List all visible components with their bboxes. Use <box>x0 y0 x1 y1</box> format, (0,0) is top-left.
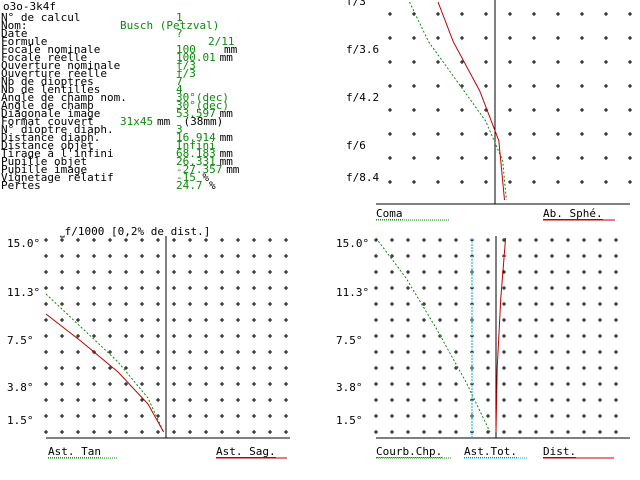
param-label: Pupille image <box>1 163 88 176</box>
param-value: 24.7 <box>176 179 203 192</box>
astr-tick-label: 15.0° <box>336 237 370 250</box>
astl-tick-label: 15.0° <box>7 237 41 250</box>
param-value: 1 <box>176 11 183 24</box>
param-label: Diagonale image <box>1 107 101 120</box>
param-unit: mm <box>219 131 233 144</box>
param-value: 26.331 <box>176 155 216 168</box>
param-label: N° de calcul <box>1 11 81 24</box>
param-unit: mm <box>219 147 233 160</box>
param-label: Focale nominale <box>1 43 101 56</box>
astr-series-2 <box>495 237 507 433</box>
param-label: Formule <box>1 35 48 48</box>
param-unit: mm <box>219 107 233 120</box>
sph-legend-coma: Coma <box>376 207 403 220</box>
param-label: Angle de champ nom. <box>1 91 127 104</box>
sph-tick-label: f/4.2 <box>346 91 380 104</box>
param-value: ? <box>176 27 183 40</box>
param-value: f/3 <box>176 59 196 72</box>
param-value: 100 <box>176 43 196 56</box>
astl-tick-label: 1.5° <box>7 414 34 427</box>
astl-series-0 <box>45 293 165 433</box>
param-label: Tirage à l'infini <box>1 147 114 160</box>
astl-legend-tan: Ast. Tan <box>48 445 101 458</box>
astl-tick-label: 3.8° <box>7 381 34 394</box>
param-unit: mm <box>219 155 233 168</box>
param-value: 100.01 <box>176 51 216 64</box>
param-label: Pupille objet <box>1 155 88 168</box>
param-label: Distance objet <box>1 139 94 152</box>
astr-tick-label: 3.8° <box>336 381 363 394</box>
param-value: 2/11 <box>208 35 235 48</box>
param-value: f/3 <box>176 67 196 80</box>
param-label: N° dioptre diaph. <box>1 123 114 136</box>
sph-series-1 <box>437 1 505 201</box>
param-label: Nom: <box>1 19 28 32</box>
param-value: -27.357 <box>176 163 223 176</box>
param-label: Angle de champ <box>1 99 94 112</box>
sph-series-0 <box>409 1 507 201</box>
param-unit: mm <box>224 43 238 56</box>
astl-legend-sag: Ast. Sag. <box>216 445 276 458</box>
scale-marker-icon: ⎵ <box>60 225 65 238</box>
param-value: Busch (Petzval) <box>120 19 220 32</box>
param-value: 30°(dec) <box>176 91 229 104</box>
sph-legend-sph: Ab. Sphé. <box>543 207 603 220</box>
param-label: Format couvert <box>1 115 94 128</box>
param-unit: mm (38mm) <box>157 115 224 128</box>
param-value: Infini <box>176 139 216 152</box>
param-unit: % <box>195 171 210 184</box>
sph-tick-label: f/8.4 <box>346 171 380 184</box>
param-value: -15 <box>176 171 196 184</box>
param-value: 53.597 <box>176 107 216 120</box>
param-unit: % <box>202 179 216 192</box>
param-label: Nb de lentilles <box>1 83 101 96</box>
astr-tick-label: 7.5° <box>336 334 363 347</box>
sph-tick-label: f/3.6 <box>346 43 380 56</box>
param-value: 4 <box>176 83 183 96</box>
param-label: Vignetage relatif <box>1 171 114 184</box>
astr-legend-asttot: Ast.Tot. <box>464 445 517 458</box>
param-label: Pertes <box>1 179 41 192</box>
param-label: Ouverture réelle <box>1 67 107 80</box>
param-label: Focale réelle <box>1 51 88 64</box>
astl-tick-label: 11.3° <box>7 286 41 299</box>
param-value: 7 <box>176 75 183 88</box>
param-value: 30°(dec) <box>176 99 229 112</box>
astr-tick-label: 1.5° <box>336 414 363 427</box>
param-value: 3 <box>176 123 183 136</box>
astl-series-1 <box>45 313 165 433</box>
astr-series-0 <box>375 237 491 433</box>
param-value: 16.914 <box>176 131 216 144</box>
sph-tick-label: f/3 <box>346 0 366 8</box>
param-label: Date <box>1 27 28 40</box>
param-unit: mm <box>226 163 240 176</box>
window-title: o3o-3k4f <box>3 0 56 13</box>
scale-note: ⎵f/1000 [0,2% de dist.] <box>60 225 211 238</box>
param-label: Distance diaph. <box>1 131 101 144</box>
astl-tick-label: 7.5° <box>7 334 34 347</box>
param-label: Ouverture nominale <box>1 59 121 72</box>
astr-tick-label: 11.3° <box>336 286 370 299</box>
param-label: Nb de dioptres <box>1 75 94 88</box>
param-unit: mm <box>219 51 233 64</box>
param-value: 31x45 <box>120 115 154 128</box>
astr-legend-dist: Dist. <box>543 445 577 458</box>
param-value: 68.183 <box>176 147 216 160</box>
astr-legend-curv: Courb.Chp. <box>376 445 443 458</box>
sph-tick-label: f/6 <box>346 139 366 152</box>
